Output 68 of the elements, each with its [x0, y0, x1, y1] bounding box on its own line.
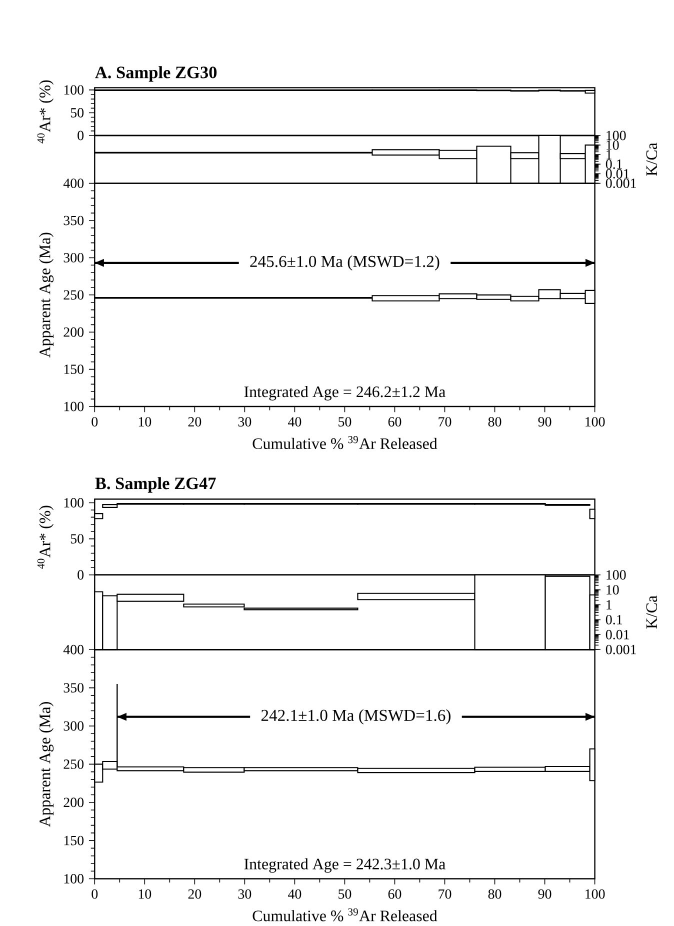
x-axis-title: Cumulative % $^{39}$Ar Released	[252, 436, 438, 450]
y2-tick-label: 0.001	[606, 644, 636, 654]
y-tick-label: 400	[64, 178, 84, 188]
x-tick-label: 70	[438, 889, 452, 899]
x-tick-label: 0	[92, 417, 98, 427]
y-tick-label: 200	[64, 798, 84, 808]
y2-tick-label: 10	[606, 140, 620, 150]
annotation: 245.6±1.0 Ma (MSWD=1.2)	[250, 255, 440, 270]
y-tick-label: 50	[71, 534, 84, 544]
y-tick-label: 300	[64, 253, 84, 262]
x-tick-label: 60	[388, 889, 402, 899]
y2-tick-label: 100	[606, 570, 626, 580]
y2-tick-label: 0.01	[606, 169, 630, 178]
annotation: Integrated Age = 246.2±1.2 Ma	[244, 386, 446, 400]
y-tick-label: 100	[64, 874, 84, 884]
y-tick-label: 200	[64, 327, 84, 337]
x-tick-label: 30	[238, 889, 252, 899]
x-tick-label: 90	[538, 889, 552, 899]
y-tick-label: 50	[71, 108, 84, 118]
y-tick-label: 150	[64, 836, 84, 846]
x-tick-label: 30	[238, 417, 252, 427]
y2-axis-title: K/Ca	[646, 142, 658, 176]
x-tick-label: 20	[188, 417, 202, 427]
y-axis-title: Apparent Age (Ma)	[39, 702, 54, 827]
x-tick-label: 20	[188, 889, 202, 899]
y-tick-label: 250	[64, 290, 84, 300]
x-axis-title: Cumulative % $^{39}$Ar Released	[252, 908, 438, 922]
x-tick-label: 80	[488, 889, 502, 899]
y-tick-label: 350	[64, 683, 84, 693]
y2-tick-label: 0.01	[606, 630, 630, 640]
x-tick-label: 80	[488, 417, 502, 427]
chart-title: A. Sample ZG30	[95, 66, 217, 82]
x-tick-label: 60	[388, 417, 402, 427]
annotation: Integrated Age = 242.3±1.0 Ma	[244, 858, 446, 873]
y-tick-label: 150	[64, 364, 84, 374]
x-tick-label: 70	[438, 417, 452, 427]
x-tick-label: 10	[139, 417, 152, 427]
x-tick-label: 100	[586, 889, 605, 899]
y2-tick-label: 0.001	[606, 178, 636, 188]
y2-tick-label: 100	[606, 130, 626, 140]
x-tick-label: 90	[538, 417, 552, 427]
y2-tick-label: 10	[606, 585, 620, 595]
y2-tick-label: 1	[606, 600, 612, 610]
y2-tick-label: 1	[606, 150, 612, 160]
x-tick-label: 100	[586, 417, 605, 427]
y2-tick-label: 0.1	[606, 159, 622, 169]
y-axis-title: $^{40}$Ar* (%)	[38, 80, 54, 144]
x-tick-label: 50	[338, 417, 352, 427]
y-tick-label: 100	[64, 498, 84, 508]
y-tick-label: 350	[64, 216, 84, 226]
annotation: 242.1±1.0 Ma (MSWD=1.6)	[262, 709, 451, 724]
y-tick-label: 0	[78, 130, 84, 140]
y-tick-label: 100	[64, 85, 84, 95]
y-tick-label: 0	[78, 570, 84, 580]
y-tick-label: 250	[64, 759, 84, 769]
y-tick-label: 100	[64, 402, 84, 412]
y2-tick-label: 0.1	[606, 614, 622, 624]
y-tick-label: 300	[64, 721, 84, 731]
y2-axis-title: K/Ca	[646, 596, 658, 629]
x-tick-label: 0	[92, 889, 98, 899]
x-tick-label: 50	[338, 889, 352, 899]
x-tick-label: 10	[139, 889, 152, 899]
y-axis-title: Apparent Age (Ma)	[39, 232, 54, 358]
y-axis-title: $^{40}$Ar* (%)	[38, 506, 54, 569]
x-tick-label: 40	[288, 889, 302, 899]
chart-title: B. Sample ZG47	[95, 477, 216, 493]
y-tick-label: 400	[64, 644, 84, 654]
x-tick-label: 40	[288, 417, 302, 427]
